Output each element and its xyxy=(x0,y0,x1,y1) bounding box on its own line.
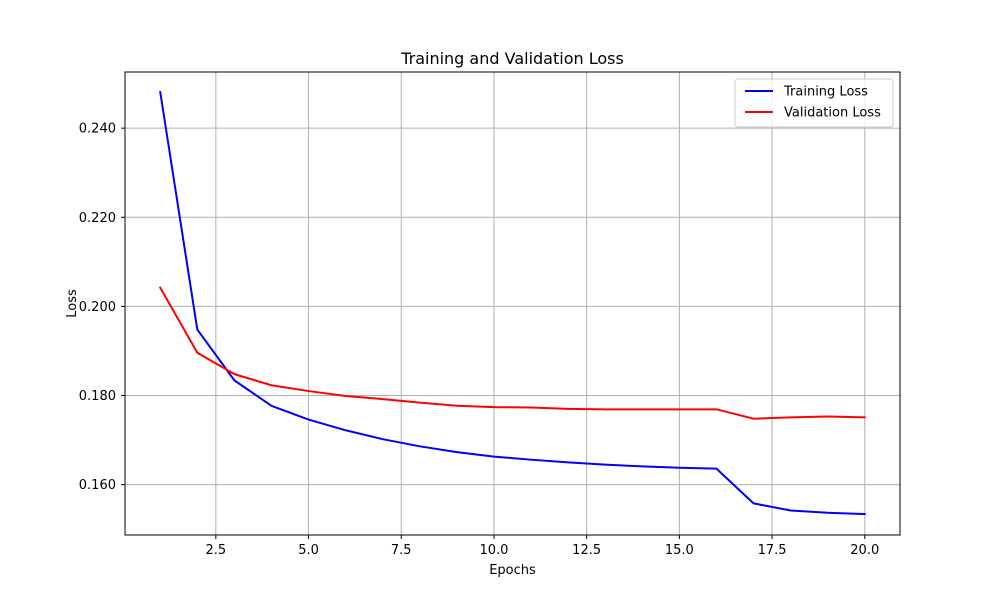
y-tick-label: 0.240 xyxy=(79,122,116,137)
x-tick-label: 12.5 xyxy=(572,543,601,558)
legend-label-validation: Validation Loss xyxy=(784,106,881,121)
y-tick-label: 0.180 xyxy=(79,389,116,404)
y-tick-label: 0.220 xyxy=(79,211,116,226)
x-tick-label: 2.5 xyxy=(206,543,227,558)
y-tick-label: 0.160 xyxy=(79,478,116,493)
legend-box xyxy=(734,78,894,128)
y-tick-label: 0.200 xyxy=(79,300,116,315)
x-tick-label: 20.0 xyxy=(850,543,879,558)
x-tick-label: 7.5 xyxy=(391,543,412,558)
x-tick-label: 5.0 xyxy=(298,543,319,558)
series-line-training-loss xyxy=(159,90,866,516)
series-line-validation-loss xyxy=(158,286,866,420)
grid-lines xyxy=(125,72,900,535)
plot-frame xyxy=(124,71,901,536)
series-lines xyxy=(158,90,866,516)
legend: Training Loss Validation Loss xyxy=(734,78,894,128)
chart-title: Training and Validation Loss xyxy=(400,49,624,68)
legend-label-training: Training Loss xyxy=(783,85,868,100)
x-ticks: 2.5 5.0 7.5 10.0 12.5 15.0 17.5 20.0 xyxy=(206,535,879,558)
x-tick-label: 10.0 xyxy=(479,543,508,558)
y-ticks: 0.160 0.180 0.200 0.220 0.240 xyxy=(79,122,125,493)
x-tick-label: 15.0 xyxy=(665,543,694,558)
y-axis-label: Loss xyxy=(65,289,80,318)
x-axis-label: Epochs xyxy=(489,563,536,578)
x-tick-label: 17.5 xyxy=(758,543,787,558)
